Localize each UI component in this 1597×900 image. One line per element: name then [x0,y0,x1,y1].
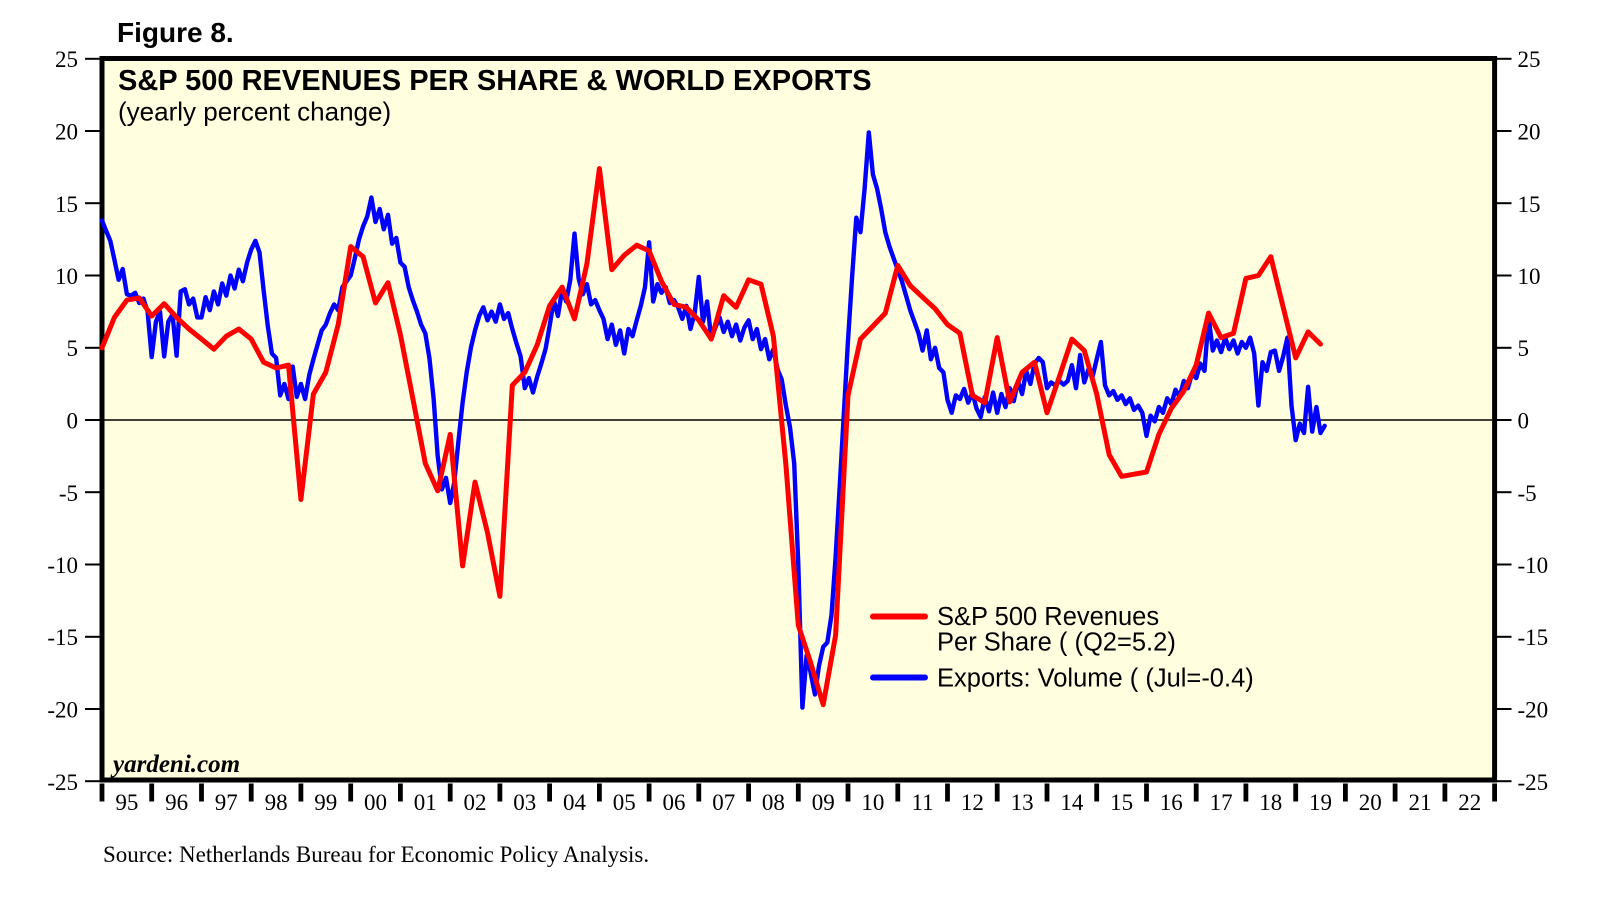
svg-text:-15: -15 [1518,625,1549,650]
svg-text:95: 95 [115,790,138,815]
svg-text:07: 07 [712,790,735,815]
svg-text:98: 98 [265,790,288,815]
svg-text:Source: Netherlands Bureau for: Source: Netherlands Bureau for Economic … [103,842,649,867]
svg-text:15: 15 [1518,192,1541,217]
svg-text:25: 25 [55,47,78,72]
svg-text:12: 12 [961,790,984,815]
svg-text:97: 97 [215,790,238,815]
svg-text:21: 21 [1409,790,1432,815]
svg-text:0: 0 [67,409,79,434]
svg-text:03: 03 [513,790,536,815]
svg-text:09: 09 [812,790,835,815]
svg-text:yardeni.com: yardeni.com [110,751,240,778]
svg-text:-5: -5 [1518,481,1537,506]
svg-text:-25: -25 [1518,770,1549,795]
svg-text:20: 20 [1518,120,1541,145]
svg-text:-20: -20 [1518,698,1549,723]
svg-text:14: 14 [1060,790,1084,815]
svg-text:18: 18 [1259,790,1282,815]
svg-text:10: 10 [55,264,78,289]
svg-text:20: 20 [1359,790,1382,815]
svg-text:-10: -10 [1518,553,1549,578]
svg-text:05: 05 [613,790,636,815]
svg-text:-25: -25 [47,770,78,795]
svg-text:01: 01 [414,790,437,815]
svg-text:15: 15 [55,192,78,217]
svg-text:13: 13 [1011,790,1034,815]
svg-text:16: 16 [1160,790,1183,815]
svg-text:00: 00 [364,790,387,815]
svg-text:5: 5 [67,336,79,361]
svg-text:06: 06 [663,790,686,815]
svg-text:04: 04 [563,790,587,815]
svg-text:22: 22 [1458,790,1481,815]
svg-text:11: 11 [912,790,934,815]
svg-text:10: 10 [1518,264,1541,289]
svg-text:-5: -5 [59,481,78,506]
svg-text:99: 99 [314,790,337,815]
svg-text:17: 17 [1210,790,1233,815]
svg-text:0: 0 [1518,409,1530,434]
svg-text:S&P 500 REVENUES PER SHARE & W: S&P 500 REVENUES PER SHARE & WORLD EXPOR… [118,65,872,97]
svg-text:S&P 500 Revenues: S&P 500 Revenues [937,603,1159,631]
svg-text:-20: -20 [47,698,78,723]
svg-text:25: 25 [1518,47,1541,72]
svg-text:(yearly percent change): (yearly percent change) [118,97,391,127]
svg-text:-10: -10 [47,553,78,578]
svg-text:Exports: Volume ( (Jul=-0.4): Exports: Volume ( (Jul=-0.4) [937,665,1254,693]
svg-text:20: 20 [55,120,78,145]
svg-text:Per Share ( (Q2=5.2): Per Share ( (Q2=5.2) [937,629,1176,657]
svg-text:02: 02 [464,790,487,815]
svg-text:5: 5 [1518,336,1530,361]
svg-text:19: 19 [1309,790,1332,815]
svg-text:08: 08 [762,790,785,815]
svg-text:15: 15 [1110,790,1133,815]
svg-text:96: 96 [165,790,188,815]
svg-text:-15: -15 [47,625,78,650]
svg-text:10: 10 [861,790,884,815]
